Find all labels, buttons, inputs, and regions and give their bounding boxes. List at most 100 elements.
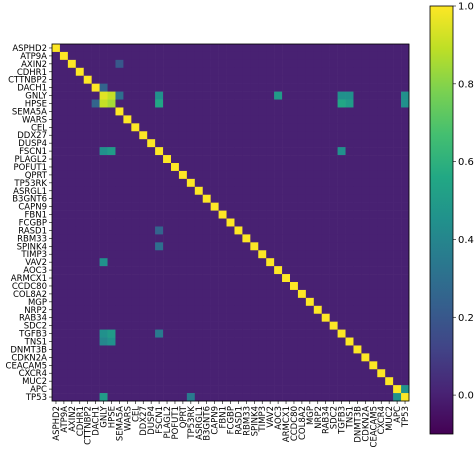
heatmap-cell [258,393,267,402]
heatmap-cell [218,202,227,211]
heatmap-cell [361,75,370,84]
heatmap-cell [123,115,132,124]
heatmap-cell [210,163,219,172]
y-tick-label: ATP9A [20,52,47,62]
heatmap-cell [186,67,196,77]
heatmap-cell [234,67,243,77]
heatmap-cell [115,353,124,362]
heatmap-cell [226,178,235,188]
heatmap-cell [258,107,267,116]
heatmap-cell [131,297,140,307]
heatmap-cell [321,258,330,267]
heatmap-cell [155,282,164,291]
heatmap-cell [321,163,330,172]
heatmap-cell [266,258,275,267]
heatmap-cell [139,107,148,116]
heatmap-cell [321,234,330,243]
heatmap-cell [353,393,362,402]
heatmap-cell [226,337,235,346]
heatmap-cell [178,377,188,386]
heatmap-cell [297,266,307,275]
heatmap-cell [258,377,267,386]
heatmap-cell [313,67,323,77]
heatmap-cell [337,313,346,322]
heatmap-cell [353,155,362,164]
heatmap-cell [67,91,77,100]
heatmap-cell [67,393,77,402]
heatmap-cell [290,234,299,243]
heatmap-cell [401,345,410,354]
heatmap-cell [313,353,323,362]
heatmap-cell [75,44,85,53]
heatmap-cell [131,147,140,156]
heatmap-cell [282,258,291,267]
heatmap-cell [83,67,92,77]
x-tick-label: CAPN9 [211,406,221,435]
heatmap-cell [67,250,77,259]
heatmap-cell [361,147,370,156]
heatmap-cell [107,186,116,196]
heatmap-cell [266,266,275,275]
heatmap-cell [401,369,410,378]
heatmap-cell [67,274,77,283]
heatmap-cell [123,155,132,164]
heatmap-cell [274,250,283,259]
heatmap-cell [282,163,291,172]
heatmap-cell [131,186,140,196]
heatmap-cell [369,59,378,69]
heatmap-cell [147,83,156,92]
heatmap-cell [290,91,299,100]
y-tick-label: CDKN2A [11,353,47,363]
heatmap-cell [186,155,196,164]
heatmap-cell [194,123,204,132]
heatmap-cell [186,123,196,132]
heatmap-cell [393,44,402,53]
heatmap-cell [139,115,148,124]
heatmap-cell [218,250,227,259]
heatmap-cell [59,226,69,235]
heatmap-cell [226,321,235,330]
heatmap-cell [242,202,251,211]
heatmap-cell [75,186,85,196]
heatmap-cell [147,234,156,243]
heatmap-cell [282,242,291,251]
heatmap-cell [155,337,164,346]
heatmap-cell [186,59,196,69]
heatmap-cell [107,250,116,259]
heatmap-cell [155,305,164,315]
heatmap-cell [250,91,259,100]
heatmap-cell [91,305,100,315]
heatmap-cell [67,313,77,322]
heatmap-cell [329,115,338,124]
heatmap-cell [385,226,394,235]
heatmap-cell [305,91,315,100]
heatmap-cell [290,131,299,140]
heatmap-cell [155,313,164,322]
heatmap-cell [75,361,85,370]
heatmap-cell [163,67,172,77]
heatmap-cell [361,297,370,307]
heatmap-cell [274,194,283,203]
heatmap-cell [290,44,299,53]
heatmap-cell [258,353,267,362]
heatmap-cell [274,313,283,322]
heatmap-cell [290,107,299,116]
heatmap-cell [83,345,92,354]
heatmap-cell [234,91,243,100]
heatmap-cell [123,385,132,394]
heatmap-cell [171,361,180,370]
heatmap-cell [67,321,77,330]
heatmap-cell [67,44,77,53]
heatmap-cell [83,369,92,378]
heatmap-cell [163,75,172,84]
heatmap-cell [313,321,323,330]
heatmap-cell [369,178,378,188]
heatmap-cell [178,385,188,394]
heatmap-cell [91,274,100,283]
x-tick-labels: ASPHD2ATP9AAXIN2CDHR1CTTNBP2DACH1GNLYHPS… [52,401,411,447]
heatmap-cell [147,51,156,61]
heatmap-cell [131,91,140,100]
heatmap-cell [194,377,204,386]
heatmap-cell [155,297,164,307]
heatmap-cell [234,202,243,211]
